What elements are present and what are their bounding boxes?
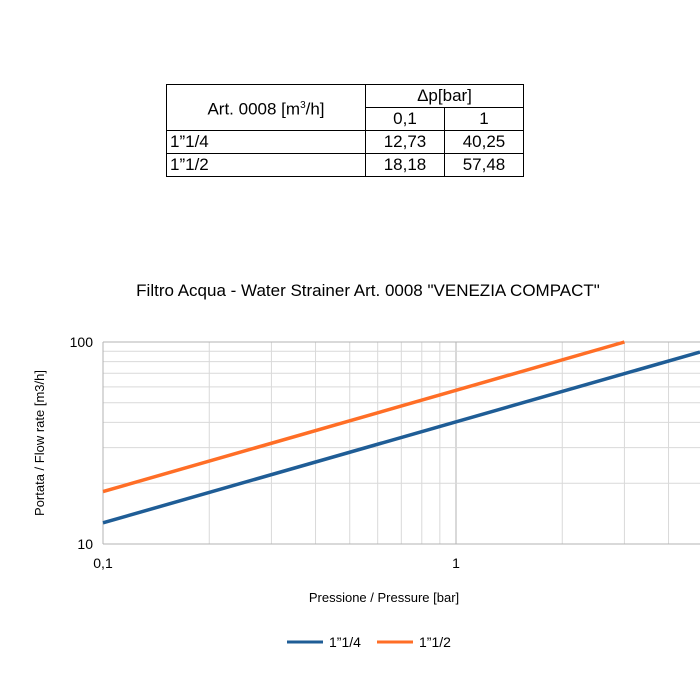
table-name-header-sup: 3 bbox=[300, 99, 306, 111]
legend-label: 1”1/2 bbox=[419, 634, 451, 650]
legend-label: 1”1/4 bbox=[329, 634, 361, 650]
series-line bbox=[102, 340, 625, 494]
y-tick-label: 10 bbox=[77, 536, 93, 552]
flow-rate-table: Art. 0008 [m3/h] Δp[bar] 0,1 1 1”1/4 12,… bbox=[166, 84, 524, 177]
x-tick-label: 1 bbox=[452, 555, 460, 571]
x-tick-label: 0,1 bbox=[93, 555, 113, 571]
y-tick-label: 100 bbox=[70, 334, 94, 350]
chart-title: Filtro Acqua - Water Strainer Art. 0008 … bbox=[136, 281, 600, 300]
chart-series bbox=[102, 340, 700, 525]
series-line bbox=[102, 350, 700, 525]
table-name-header: Art. 0008 [m3/h] bbox=[166, 84, 366, 131]
table-col-label: 0,1 bbox=[365, 107, 445, 131]
flow-chart: Filtro Acqua - Water Strainer Art. 0008 … bbox=[32, 281, 700, 650]
chart-legend: 1”1/4 1”1/2 bbox=[287, 634, 451, 650]
table-dp-header: Δp[bar] bbox=[365, 84, 524, 108]
table-cell: 12,73 bbox=[365, 130, 445, 154]
table-row: 1”1/2 18,18 57,48 bbox=[166, 153, 524, 177]
table-name-header-text: Art. 0008 [m bbox=[207, 99, 301, 119]
table-col-label: 1 bbox=[444, 107, 524, 131]
chart-grid bbox=[102, 341, 700, 545]
table-row-label: 1”1/2 bbox=[166, 153, 366, 177]
x-axis-label: Pressione / Pressure [bar] bbox=[309, 590, 459, 605]
table-row: 1”1/4 12,73 40,25 bbox=[166, 130, 524, 154]
table-cell: 57,48 bbox=[444, 153, 524, 177]
chart-ticks: 0,1 1 10 100 bbox=[70, 334, 460, 571]
y-axis-label: Portata / Flow rate [m3/h] bbox=[32, 370, 47, 516]
table-cell: 40,25 bbox=[444, 130, 524, 154]
table-cell: 18,18 bbox=[365, 153, 445, 177]
table-row-label: 1”1/4 bbox=[166, 130, 366, 154]
table-name-header-tail: /h] bbox=[305, 99, 325, 119]
